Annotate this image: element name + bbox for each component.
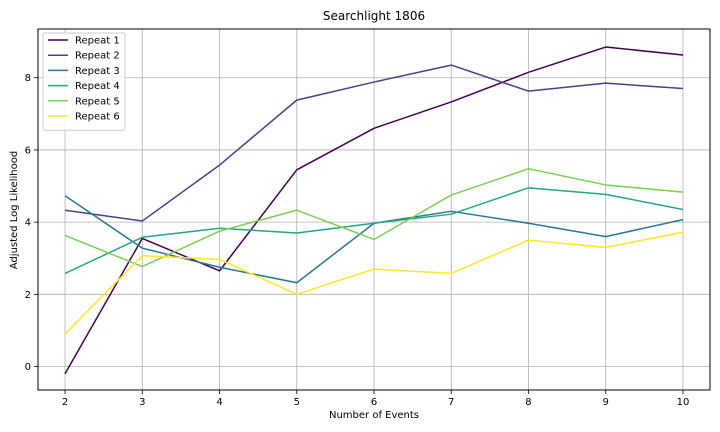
legend-label: Repeat 5 — [75, 96, 120, 107]
x-axis-ticks: 2 3 4 5 6 7 8 9 10 — [62, 390, 689, 408]
x-tick-label: 9 — [603, 397, 609, 408]
x-tick-label: 2 — [62, 397, 68, 408]
y-axis-label: Adjusted Log Likelihood — [9, 151, 20, 269]
grid — [38, 29, 710, 390]
x-tick-label: 4 — [216, 397, 222, 408]
x-tick-label: 5 — [294, 397, 300, 408]
series-line-repeat-5 — [64, 167, 684, 268]
y-tick-label: 0 — [25, 362, 31, 373]
series-line-repeat-4 — [64, 187, 684, 275]
series-line-repeat-6 — [64, 231, 684, 335]
series-line-repeat-1 — [64, 46, 684, 375]
y-tick-label: 4 — [25, 218, 31, 229]
x-tick-label: 3 — [139, 397, 145, 408]
legend-label: Repeat 3 — [75, 66, 120, 77]
series-line-repeat-2 — [64, 64, 684, 222]
x-axis-label: Number of Events — [329, 410, 419, 421]
x-tick-label: 6 — [371, 397, 377, 408]
legend-label: Repeat 6 — [75, 112, 120, 123]
plot-lines — [64, 46, 684, 375]
y-tick-label: 8 — [25, 73, 31, 84]
x-tick-label: 8 — [525, 397, 531, 408]
y-tick-label: 2 — [25, 290, 31, 301]
x-tick-label: 10 — [677, 397, 690, 408]
y-axis-ticks: 0 2 4 6 8 — [25, 73, 38, 373]
x-tick-label: 7 — [448, 397, 454, 408]
chart-title: Searchlight 1806 — [323, 9, 425, 23]
legend-label: Repeat 2 — [75, 51, 120, 62]
legend: Repeat 1 Repeat 2 Repeat 3 Repeat 4 Repeat 5… — [42, 32, 126, 131]
legend-label: Repeat 1 — [75, 36, 120, 47]
legend-label: Repeat 4 — [75, 81, 120, 92]
y-tick-label: 6 — [25, 145, 31, 156]
legend-box — [42, 32, 126, 131]
